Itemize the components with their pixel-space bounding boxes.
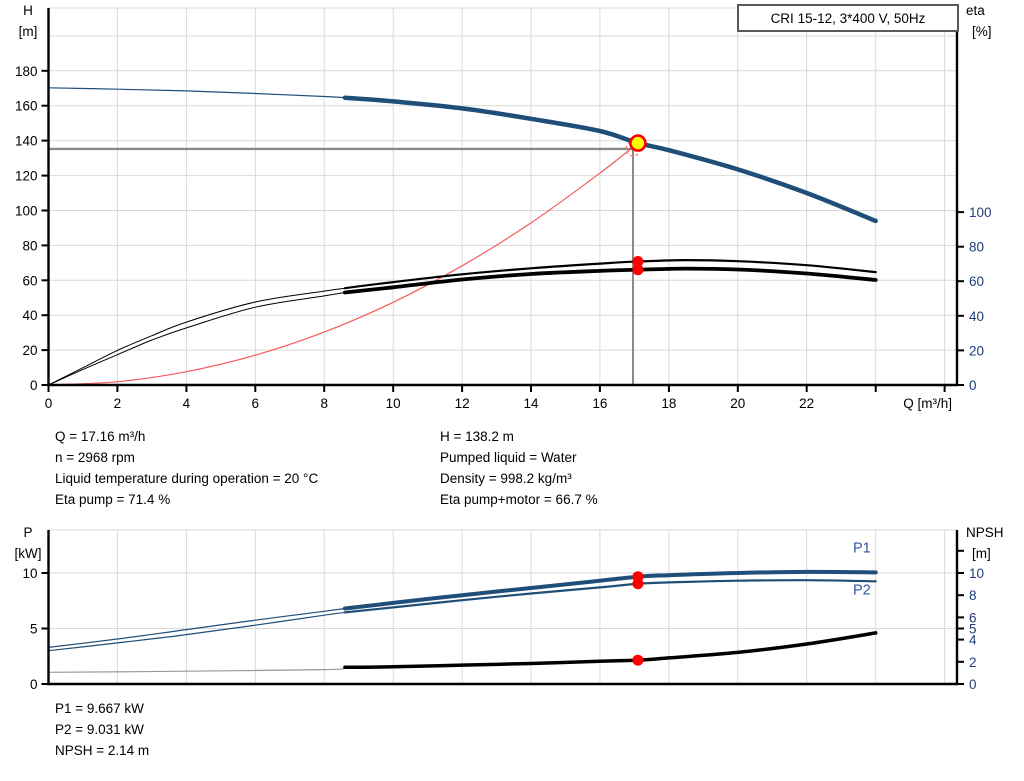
y-left-axis-unit: [kW] [15,546,42,561]
y-left-axis-title: H [23,3,33,18]
operating-data-left-column: Q = 17.16 m³/h n = 2968 rpm Liquid tempe… [55,426,318,510]
operating-point-dot [632,578,644,590]
y-right-tick-label: 20 [969,343,984,358]
power-data-column: P1 = 9.667 kW P2 = 9.031 kW NPSH = 2.14 … [55,698,149,761]
y-right-tick-label: 4 [969,633,977,648]
x-tick-label: 0 [45,396,53,411]
x-tick-label: 6 [252,396,260,411]
info-line-p1: P1 = 9.667 kW [55,701,144,716]
y-right-tick-label: 2 [969,655,977,670]
y-left-tick-label: 5 [30,622,38,637]
info-line-liquid-temp: Liquid temperature during operation = 20… [55,471,319,486]
operating-data-right-column: H = 138.2 m Pumped liquid = Water Densit… [440,426,598,510]
npsh-extension [47,667,346,673]
y-right-tick-label: 40 [969,309,984,324]
y-left-tick-label: 60 [22,273,37,288]
h-curve [342,95,878,224]
x-axis-title: Q [m³/h] [903,396,952,411]
y-right-tick-label: 60 [969,274,984,289]
operating-point-dot [632,264,644,276]
y-left-tick-label: 180 [15,64,38,79]
y-right-tick-label: 8 [969,588,977,603]
y-right-axis-unit: [%] [972,24,992,39]
y-right-tick-label: 6 [969,610,977,625]
eta-pump-curve [343,258,877,290]
y-right-tick-label: 100 [969,205,992,220]
x-tick-label: 12 [455,396,470,411]
y-left-tick-label: 0 [30,378,38,393]
x-tick-label: 10 [386,396,401,411]
x-tick-label: 14 [523,396,539,411]
info-line-q: Q = 17.16 m³/h [55,429,146,444]
y-right-axis-title: NPSH [966,525,1004,540]
series-label-p2: P2 [853,583,871,599]
x-tick-label: 18 [661,396,676,411]
x-tick-label: 20 [730,396,745,411]
x-tick-label: 22 [799,396,814,411]
system-curve [47,142,639,386]
p1-curve [342,569,878,611]
info-line-head: H = 138.2 m [440,429,514,444]
info-line-eta-pump: Eta pump = 71.4 % [55,492,171,507]
p2-curve [343,579,877,614]
y-right-tick-label: 5 [969,622,977,637]
y-left-tick-label: 160 [15,99,38,114]
operating-point-dot [632,654,644,666]
y-left-tick-label: 40 [22,308,37,323]
eta-pump-extension [48,287,346,386]
y-right-axis-title: eta [966,3,985,18]
y-left-tick-label: 120 [15,169,38,184]
duty-point-marker [629,134,647,152]
y-right-axis-unit: [m] [972,546,991,561]
h-curve-extension [47,87,346,99]
pump-model-title: CRI 15-12, 3*400 V, 50Hz [737,4,959,32]
y-left-axis-title: P [23,525,32,540]
x-tick-label: 16 [592,396,607,411]
y-left-tick-label: 100 [15,204,38,219]
eta-pump-motor-curve [343,266,878,295]
series-label-p1: P1 [853,540,871,556]
y-left-tick-label: 10 [22,566,37,581]
info-line-eta-pump-motor: Eta pump+motor = 66.7 % [440,492,598,507]
y-left-tick-label: 140 [15,134,38,149]
y-right-tick-label: 0 [969,378,977,393]
p1-extension [47,607,346,648]
info-line-pumped-liquid: Pumped liquid = Water [440,450,577,465]
y-left-tick-label: 20 [22,343,37,358]
y-right-tick-label: 0 [969,677,977,692]
info-line-npsh: NPSH = 2.14 m [55,743,150,758]
operating-point-dot [632,256,644,267]
x-tick-label: 2 [114,396,122,411]
info-line-p2: P2 = 9.031 kW [55,722,144,737]
x-tick-label: 8 [320,396,328,411]
y-left-axis-unit: [m] [19,24,38,39]
info-line-density: Density = 998.2 kg/m³ [440,471,572,486]
p2-extension [47,611,346,652]
y-left-tick-label: 0 [30,677,38,692]
y-right-tick-label: 10 [969,566,984,581]
y-left-tick-label: 80 [22,238,37,253]
y-right-tick-label: 80 [969,240,984,255]
x-tick-label: 4 [183,396,191,411]
info-line-speed: n = 2968 rpm [55,450,135,465]
eta-pump-motor-extension [48,292,346,386]
npsh-curve [343,631,878,670]
